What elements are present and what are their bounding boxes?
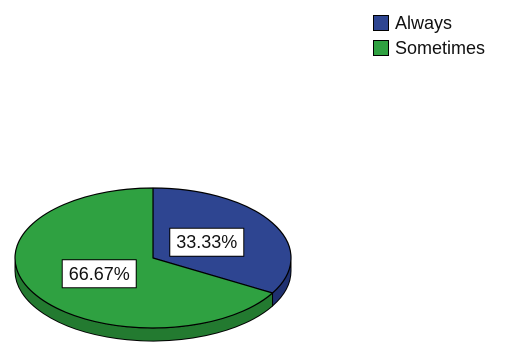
- pie-slice-sometimes: [14, 187, 274, 329]
- data-label-always: 33.33%: [169, 227, 245, 257]
- data-label-box: [61, 259, 137, 289]
- legend: Always Sometimes: [373, 10, 485, 60]
- legend-swatch-sometimes: [373, 39, 389, 56]
- data-label-text: 33.33%: [176, 232, 237, 252]
- legend-label-always: Always: [395, 12, 453, 33]
- pie-top-face: [14, 187, 292, 329]
- legend-label-sometimes: Sometimes: [395, 37, 486, 58]
- data-label-text: 66.67%: [69, 264, 130, 284]
- data-label-sometimes: 66.67%: [61, 259, 137, 289]
- legend-item-sometimes: Sometimes: [373, 35, 485, 60]
- legend-swatch-always: [373, 14, 389, 31]
- data-label-box: [169, 227, 245, 257]
- legend-item-always: Always: [373, 10, 485, 35]
- pie-data-labels: 33.33% 66.67%: [61, 227, 245, 289]
